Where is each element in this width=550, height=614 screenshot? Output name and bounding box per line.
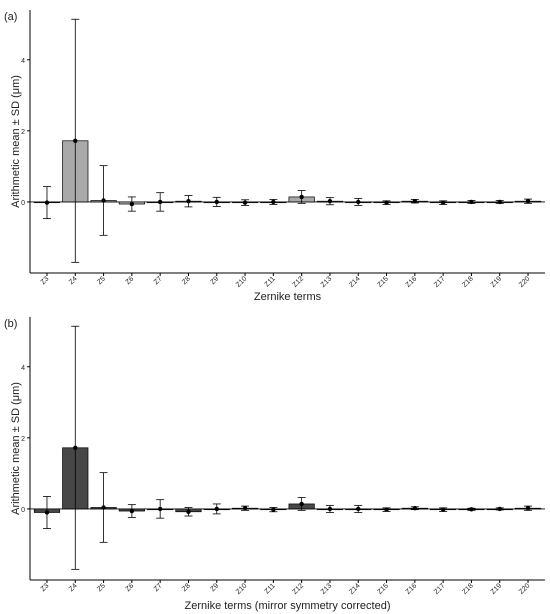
- panela-x-tick-label-Z12: Z12: [292, 275, 306, 289]
- panela-x-tick-label-Z3: Z3: [40, 275, 51, 286]
- panelb-x-tick-label-Z19: Z19: [490, 582, 504, 596]
- panelb-mean-point-Z7: [157, 506, 163, 512]
- panela-mean-point-Z3: [44, 200, 50, 205]
- panela-mean-point-Z4: [73, 138, 78, 143]
- panelb-x-tick-label-Z3: Z3: [40, 582, 51, 593]
- panelb-mean-point-Z14: [356, 506, 361, 512]
- panela-x-tick-label-Z16: Z16: [405, 275, 419, 289]
- panela-mean-point-Z19: [497, 199, 502, 205]
- panelb-mean-point-Z17: [440, 507, 446, 512]
- panelb-mean-point-Z20: [525, 506, 531, 511]
- panelb-x-tick-label-Z18: Z18: [461, 582, 475, 596]
- panelb-mean-point-Z15: [384, 507, 389, 512]
- panelb-x-tick-label-Z4: Z4: [68, 582, 79, 593]
- panela-mean-point-Z18: [469, 199, 474, 205]
- panelb-mean-point-Z4: [73, 445, 78, 450]
- panela-x-tick-label-Z5: Z5: [96, 275, 107, 286]
- panela-y-axis-title: Arithmetic mean ± SD (μm): [10, 75, 22, 208]
- panelb-mean-point-Z6: [129, 508, 135, 514]
- panela-mean-point-Z17: [440, 200, 446, 205]
- panela-x-tick-label-Z9: Z9: [209, 275, 220, 286]
- panelb-x-tick-label-Z9: Z9: [209, 582, 220, 593]
- panela-mean-point-Z14: [356, 199, 361, 205]
- panelb-y-tick-label: 4: [21, 365, 25, 372]
- panela-x-tick-label-Z4: Z4: [68, 275, 79, 286]
- panelb-mean-point-Z11: [271, 507, 276, 512]
- panelb-x-tick-label-Z10: Z10: [235, 582, 249, 596]
- panelb-x-tick-label-Z14: Z14: [348, 582, 362, 596]
- panela-x-axis-title: Zernike terms: [254, 291, 322, 303]
- panela-x-tick-label-Z17: Z17: [433, 275, 447, 289]
- panelb-mean-point-Z9: [214, 506, 219, 512]
- panela-mean-point-Z12: [299, 194, 304, 200]
- panela-mean-point-Z16: [412, 199, 418, 204]
- panela-panel-label: (a): [4, 11, 17, 23]
- panela-mean-point-Z9: [214, 199, 219, 205]
- panelb-mean-point-Z12: [299, 501, 304, 507]
- panelb-mean-point-Z5: [101, 505, 106, 510]
- panelb-mean-point-Z13: [327, 506, 333, 512]
- panela-x-tick-label-Z13: Z13: [320, 275, 334, 289]
- panela-mean-point-Z13: [327, 199, 333, 204]
- panela-x-tick-label-Z19: Z19: [490, 275, 504, 289]
- panela-mean-point-Z11: [271, 199, 276, 205]
- panelb-x-tick-label-Z16: Z16: [405, 582, 419, 596]
- panela-mean-point-Z20: [525, 199, 531, 204]
- panelb-mean-point-Z19: [497, 506, 502, 512]
- panela-x-tick-label-Z6: Z6: [125, 275, 136, 286]
- panelb-mean-point-Z3: [44, 510, 50, 515]
- panela-x-tick-label-Z20: Z20: [518, 275, 532, 289]
- panelb-x-tick-label-Z15: Z15: [376, 582, 390, 596]
- panela-y-tick-label: 2: [21, 129, 25, 136]
- panelb-x-tick-label-Z12: Z12: [292, 582, 306, 596]
- panelb-y-tick-label: 0: [21, 507, 25, 514]
- panelb-x-tick-label-Z13: Z13: [320, 582, 334, 596]
- panelb-x-axis-title: Zernike terms (mirror symmetry corrected…: [185, 600, 391, 612]
- panela-x-tick-label-Z18: Z18: [461, 275, 475, 289]
- panelb-x-tick-label-Z8: Z8: [181, 582, 192, 593]
- panelb-x-tick-label-Z6: Z6: [125, 582, 136, 593]
- panelb-x-tick-label-Z11: Z11: [264, 582, 277, 595]
- panela-y-tick-label: 4: [21, 58, 25, 65]
- panela-x-tick-label-Z8: Z8: [181, 275, 192, 286]
- panela-mean-point-Z10: [242, 200, 248, 205]
- panelb-x-tick-label-Z5: Z5: [96, 582, 107, 593]
- panela-mean-point-Z7: [157, 199, 163, 205]
- panelb-mean-point-Z10: [242, 506, 248, 511]
- panela-x-tick-label-Z7: Z7: [153, 275, 164, 286]
- panela-x-tick-label-Z10: Z10: [235, 275, 249, 289]
- panelb-x-tick-label-Z20: Z20: [518, 582, 532, 596]
- panelb-x-tick-label-Z7: Z7: [153, 582, 164, 593]
- panela-x-tick-label-Z15: Z15: [376, 275, 390, 289]
- panelb-y-axis-title: Arithmetic mean ± SD (μm): [10, 382, 22, 515]
- panelb-mean-point-Z18: [469, 507, 474, 512]
- panelb-panel-label: (b): [4, 318, 17, 330]
- panela-x-tick-label-Z11: Z11: [264, 275, 277, 288]
- panela-y-tick-label: 0: [21, 200, 25, 207]
- panela-mean-point-Z8: [186, 199, 191, 204]
- panelb-mean-point-Z16: [412, 506, 418, 511]
- panelb-x-tick-label-Z17: Z17: [433, 582, 447, 596]
- panela-mean-point-Z15: [384, 200, 389, 205]
- panelb-y-tick-label: 2: [21, 436, 25, 443]
- panela-x-tick-label-Z14: Z14: [348, 275, 362, 289]
- panela-mean-point-Z6: [129, 201, 135, 207]
- panelb-mean-point-Z8: [186, 509, 191, 514]
- panela-mean-point-Z5: [101, 198, 106, 203]
